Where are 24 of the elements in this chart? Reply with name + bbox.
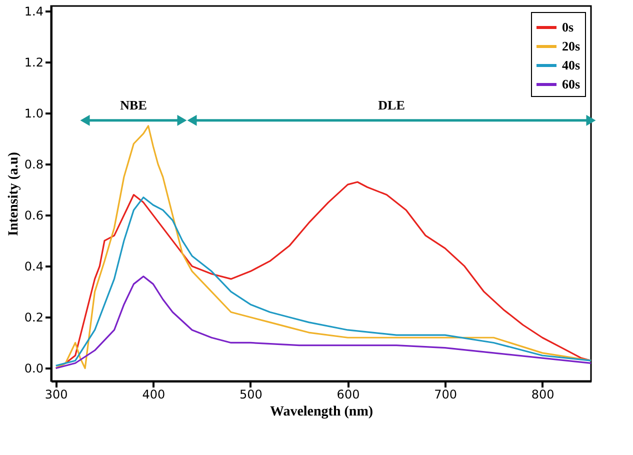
y-tick-label: 0.6	[24, 208, 44, 223]
y-tick-label: 1.2	[24, 56, 44, 70]
annotation: DLE	[378, 97, 405, 112]
y-tick-label: 1.4	[24, 4, 44, 19]
legend-label: 20s	[562, 38, 580, 54]
x-axis-title: Wavelength (nm)	[270, 404, 374, 420]
x-tick-label: 600	[336, 388, 360, 402]
y-tick-label: 0.0	[24, 362, 44, 376]
y-tick-label: 0.2	[24, 310, 44, 325]
legend-label: 40s	[562, 58, 580, 72]
x-tick-label: 800	[531, 388, 554, 402]
y-tick-label: 0.8	[24, 158, 44, 172]
y-axis-title: Intensity (a.u)	[6, 152, 22, 236]
legend-label: 60s	[562, 76, 580, 92]
line-series	[55, 276, 592, 370]
x-tick-label: 400	[142, 388, 166, 402]
y-tick-label: 1.0	[24, 106, 44, 121]
legend-label: 0s	[562, 20, 574, 34]
x-tick-label: 300	[44, 388, 68, 402]
x-tick-label: 700	[434, 388, 458, 402]
line-series	[55, 125, 592, 370]
y-tick-label: 0.4	[24, 260, 44, 274]
annotation: NBE	[120, 97, 147, 112]
x-tick-label: 500	[240, 388, 262, 402]
